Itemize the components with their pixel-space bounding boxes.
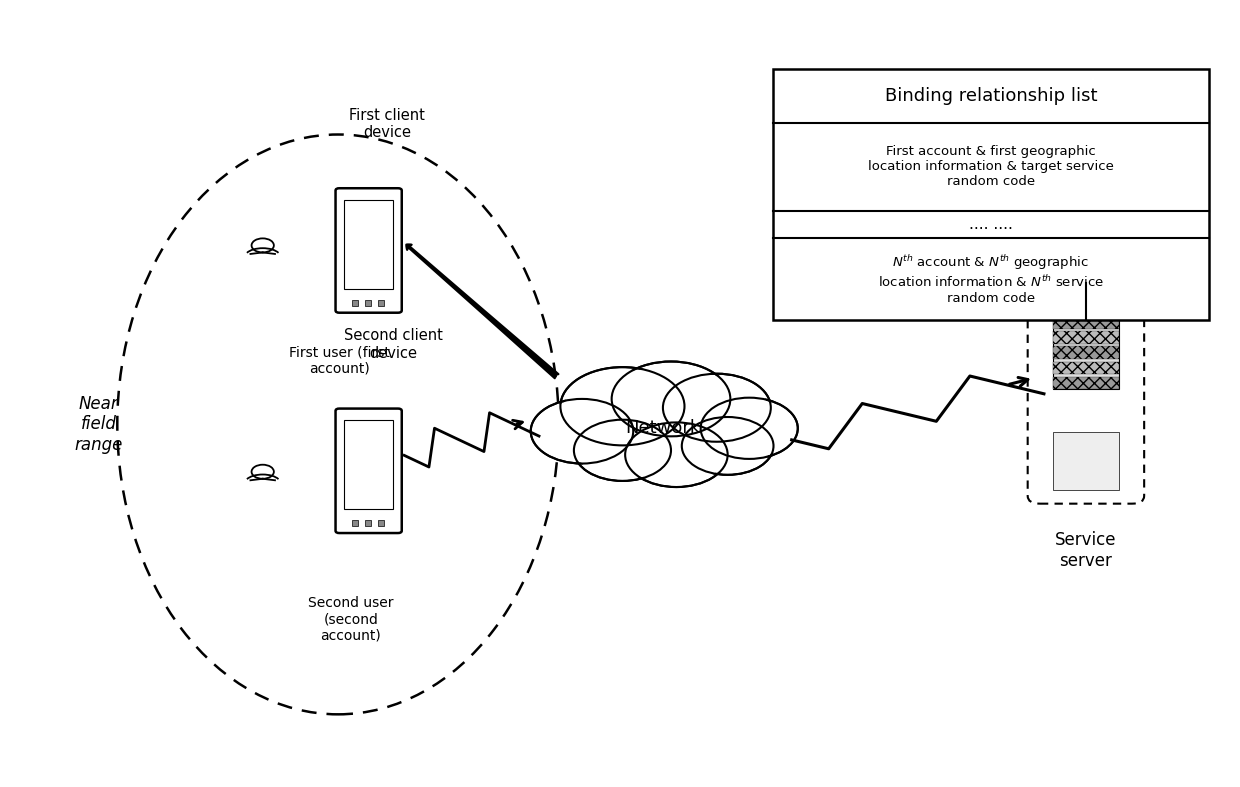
Circle shape [252, 238, 274, 253]
Circle shape [682, 417, 774, 475]
Bar [1053, 331, 1118, 344]
Bar [343, 200, 393, 289]
Circle shape [704, 400, 794, 456]
Circle shape [667, 376, 766, 439]
Circle shape [252, 464, 274, 478]
Circle shape [686, 419, 770, 472]
Bar [1053, 362, 1118, 374]
Text: Near
field
range: Near field range [74, 394, 123, 454]
Text: Second client
device: Second client device [343, 328, 443, 360]
Circle shape [565, 370, 680, 442]
Text: First account & first geographic
location information & target service
random co: First account & first geographic locatio… [868, 146, 1114, 188]
Bar [1053, 346, 1118, 359]
Bar [343, 420, 393, 509]
Text: $N^{th}$ account & $N^{th}$ geographic
location information & $N^{th}$ service
r: $N^{th}$ account & $N^{th}$ geographic l… [878, 253, 1104, 305]
Text: Service
server: Service server [1055, 530, 1117, 570]
Bar [352, 520, 358, 526]
Bar [1053, 377, 1118, 390]
Bar [378, 520, 384, 526]
Circle shape [611, 361, 730, 436]
Bar [774, 68, 1209, 320]
Circle shape [625, 423, 728, 487]
Circle shape [616, 364, 725, 434]
Circle shape [560, 368, 684, 445]
Circle shape [574, 419, 671, 481]
Bar [1053, 301, 1118, 313]
Bar [1053, 283, 1118, 390]
Bar [1053, 432, 1118, 490]
Text: Second user
(second
account): Second user (second account) [309, 597, 394, 643]
FancyBboxPatch shape [336, 188, 402, 312]
Text: Network: Network [625, 419, 701, 438]
Bar [378, 300, 384, 305]
Circle shape [663, 374, 771, 442]
Circle shape [531, 399, 634, 464]
FancyBboxPatch shape [1028, 283, 1145, 504]
Text: First user (first
account): First user (first account) [289, 345, 389, 375]
Text: .... ....: .... .... [968, 217, 1013, 232]
Text: First client
device: First client device [350, 108, 425, 140]
Bar [352, 300, 358, 305]
Circle shape [578, 422, 667, 478]
Bar [1053, 316, 1118, 328]
Bar [365, 300, 371, 305]
Text: Binding relationship list: Binding relationship list [884, 87, 1097, 105]
Circle shape [629, 425, 724, 485]
Bar [1053, 286, 1118, 298]
FancyBboxPatch shape [336, 408, 402, 533]
Circle shape [701, 397, 797, 459]
Circle shape [534, 401, 629, 461]
Bar [365, 520, 371, 526]
